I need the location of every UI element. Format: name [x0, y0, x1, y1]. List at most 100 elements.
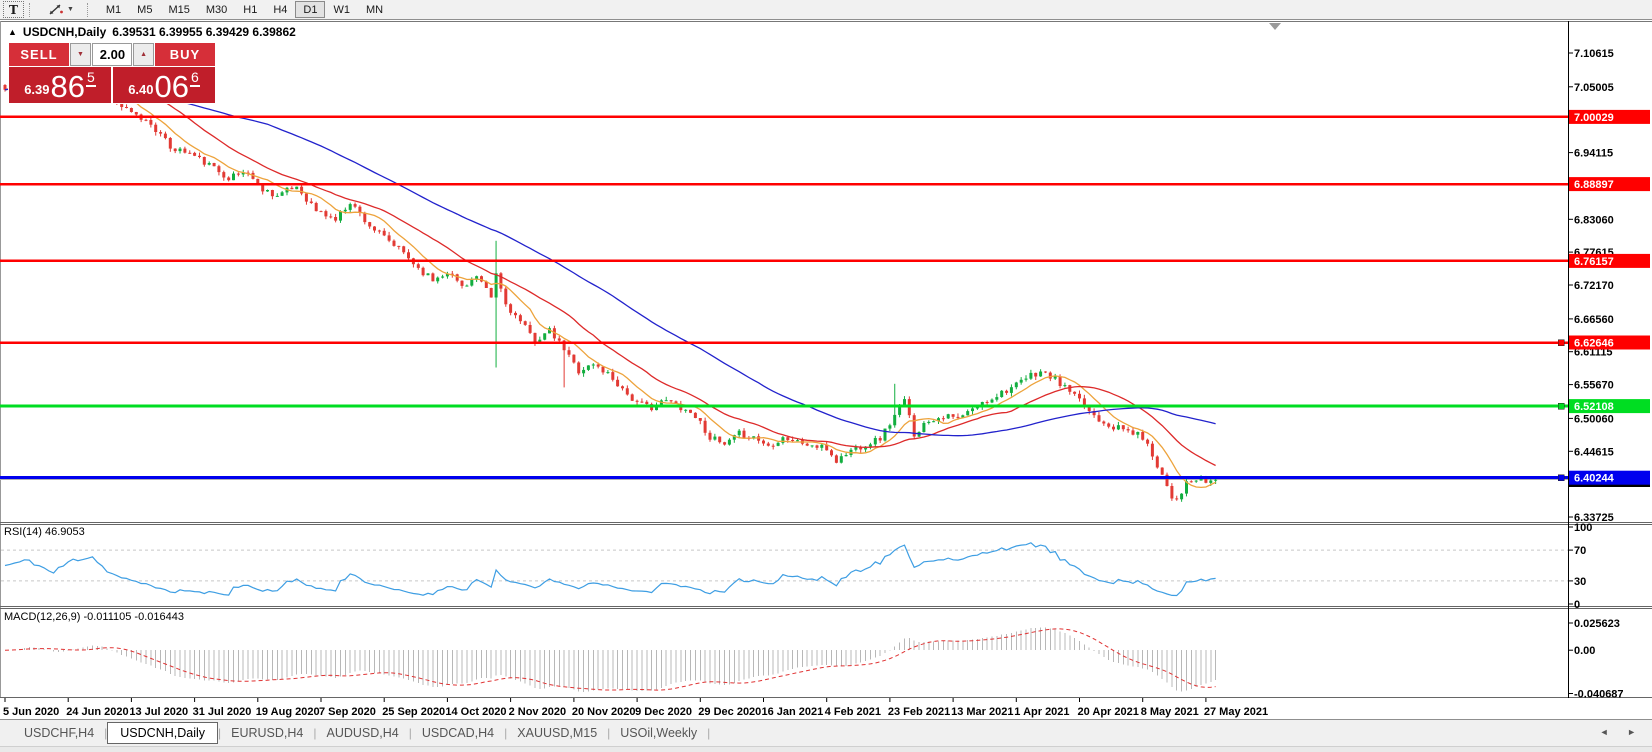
svg-text:19 Aug 2020: 19 Aug 2020 — [256, 706, 320, 718]
svg-text:0.025623: 0.025623 — [1574, 618, 1620, 630]
timeframe-d1[interactable]: D1 — [295, 1, 326, 18]
text-tool-button[interactable]: T — [3, 1, 24, 18]
dropdown-caret-icon: ▼ — [66, 6, 74, 13]
macd-pane-label: MACD(12,26,9) -0.011105 -0.016443 — [4, 611, 184, 623]
toolbar-separator — [28, 2, 35, 17]
svg-text:20 Nov 2020: 20 Nov 2020 — [572, 706, 636, 718]
cursor-tool-button[interactable]: ▼ — [40, 1, 82, 18]
svg-text:0: 0 — [1574, 599, 1580, 611]
buy-price-big: 06 — [154, 69, 189, 104]
volume-input[interactable] — [91, 43, 133, 66]
timeframe-m30[interactable]: M30 — [198, 1, 235, 18]
sell-button[interactable]: SELL — [9, 43, 69, 66]
hline-price-tag: 6.88897 — [1569, 177, 1650, 192]
svg-text:6.83060: 6.83060 — [1574, 214, 1614, 226]
hline-price-tag: 6.76157 — [1569, 253, 1650, 268]
tab-separator: | — [504, 726, 508, 740]
pane-borders — [0, 21, 1652, 698]
svg-text:25 Sep 2020: 25 Sep 2020 — [382, 706, 445, 718]
timeframe-m15[interactable]: M15 — [160, 1, 197, 18]
svg-text:7 Sep 2020: 7 Sep 2020 — [319, 706, 376, 718]
svg-text:13 Jul 2020: 13 Jul 2020 — [129, 706, 188, 718]
price-axis: 7.106157.050056.995606.941156.830606.776… — [1568, 48, 1650, 701]
svg-text:7.10615: 7.10615 — [1574, 48, 1614, 60]
svg-text:6.55670: 6.55670 — [1574, 380, 1614, 392]
hline-price-tag: 6.40244 — [1569, 470, 1650, 485]
symbol-period-label: USDCNH,Daily — [22, 25, 107, 39]
svg-text:0.00: 0.00 — [1574, 645, 1595, 657]
volume-decrease-button[interactable]: ▼ — [70, 43, 91, 66]
sell-price-big: 86 — [50, 69, 85, 104]
tab-usdchf-h4[interactable]: USDCHF,H4 — [24, 726, 95, 740]
svg-text:30: 30 — [1574, 576, 1586, 588]
sell-price-point: 5 — [86, 69, 96, 87]
ma-medium — [4, 84, 1216, 467]
buy-price-point: 6 — [190, 69, 200, 87]
svg-text:5 Jun 2020: 5 Jun 2020 — [3, 706, 59, 718]
timeframe-w1[interactable]: W1 — [325, 1, 358, 18]
tab-separator: | — [218, 726, 222, 740]
svg-text:14 Oct 2020: 14 Oct 2020 — [445, 706, 506, 718]
tab-separator: | — [607, 726, 611, 740]
svg-text:6.33725: 6.33725 — [1574, 512, 1614, 524]
tab-separator: | — [104, 726, 108, 740]
chart-shift-marker[interactable] — [1269, 23, 1281, 30]
tab-eurusd-h4[interactable]: EURUSD,H4 — [231, 726, 304, 740]
timeframe-h1[interactable]: H1 — [235, 1, 265, 18]
hline-price-tag: 7.00029 — [1569, 109, 1650, 124]
tab-separator: | — [707, 726, 711, 740]
one-click-trading-panel: SELL ▼ ▲ BUY 6.39 86 5 6.40 06 6 — [8, 42, 216, 104]
ohlc-readout: 6.39531 6.39955 6.39429 6.39862 — [112, 25, 296, 39]
svg-text:24 Jun 2020: 24 Jun 2020 — [66, 706, 128, 718]
tab-usdcnh-daily[interactable]: USDCNH,Daily — [107, 722, 219, 744]
buy-quote[interactable]: 6.40 06 6 — [113, 67, 215, 103]
svg-text:8 May 2021: 8 May 2021 — [1141, 706, 1199, 718]
svg-text:2 Nov 2020: 2 Nov 2020 — [509, 706, 566, 718]
svg-text:6.72170: 6.72170 — [1574, 280, 1614, 292]
svg-text:7.05005: 7.05005 — [1574, 82, 1614, 94]
chart-title: ▲ USDCNH,Daily 6.39531 6.39955 6.39429 6… — [8, 25, 296, 39]
hline-price-tag: 6.62646 — [1569, 335, 1650, 350]
svg-text:6.40244: 6.40244 — [1574, 473, 1615, 485]
ma-slow — [4, 84, 1216, 437]
horizontal-lines[interactable] — [0, 115, 1568, 481]
svg-text:6.44615: 6.44615 — [1574, 446, 1614, 458]
svg-text:29 Dec 2020: 29 Dec 2020 — [698, 706, 761, 718]
svg-text:16 Jan 2021: 16 Jan 2021 — [762, 706, 824, 718]
tab-audusd-h4[interactable]: AUDUSD,H4 — [326, 726, 399, 740]
chart-tab-bar: USDCHF,H4 | USDCNH,Daily | EURUSD,H4 | AUDUSD,… — [0, 719, 1652, 746]
svg-text:6.76157: 6.76157 — [1574, 256, 1614, 268]
status-strip — [0, 746, 1652, 752]
svg-text:6.62646: 6.62646 — [1574, 338, 1614, 350]
buy-button[interactable]: BUY — [155, 43, 215, 66]
buy-price-prefix: 6.40 — [128, 82, 154, 97]
chart-window: 7.106157.050056.995606.941156.830606.776… — [0, 21, 1652, 719]
moving-averages — [4, 80, 1216, 489]
svg-text:4 Feb 2021: 4 Feb 2021 — [825, 706, 881, 718]
svg-text:-0.040687: -0.040687 — [1574, 689, 1624, 701]
tab-scroll-arrows[interactable]: ◄ ► — [1599, 727, 1644, 737]
timeframe-m5[interactable]: M5 — [129, 1, 160, 18]
svg-text:70: 70 — [1574, 545, 1586, 557]
timeframe-h4[interactable]: H4 — [265, 1, 295, 18]
price-chart[interactable]: 7.106157.050056.995606.941156.830606.776… — [0, 21, 1652, 719]
volume-increase-button[interactable]: ▲ — [133, 43, 154, 66]
svg-text:23 Feb 2021: 23 Feb 2021 — [888, 706, 950, 718]
sell-quote[interactable]: 6.39 86 5 — [9, 67, 111, 103]
tab-usoil-weekly[interactable]: USOil,Weekly — [620, 726, 698, 740]
svg-text:6.61115: 6.61115 — [1574, 347, 1613, 359]
tab-separator: | — [313, 726, 317, 740]
svg-text:27 May 2021: 27 May 2021 — [1204, 706, 1268, 718]
tab-usdcad-h4[interactable]: USDCAD,H4 — [421, 726, 495, 740]
svg-text:6.52108: 6.52108 — [1574, 401, 1614, 413]
svg-text:6.50060: 6.50060 — [1574, 413, 1614, 425]
collapse-icon[interactable]: ▲ — [8, 27, 17, 37]
timeframe-mn[interactable]: MN — [358, 1, 391, 18]
macd-signal-line — [4, 628, 1216, 691]
tab-xauusd-m15[interactable]: XAUUSD,M15 — [517, 726, 598, 740]
timeframe-m1[interactable]: M1 — [98, 1, 129, 18]
svg-text:6.66560: 6.66560 — [1574, 314, 1614, 326]
svg-text:100: 100 — [1574, 522, 1592, 534]
sell-price-prefix: 6.39 — [24, 82, 50, 97]
